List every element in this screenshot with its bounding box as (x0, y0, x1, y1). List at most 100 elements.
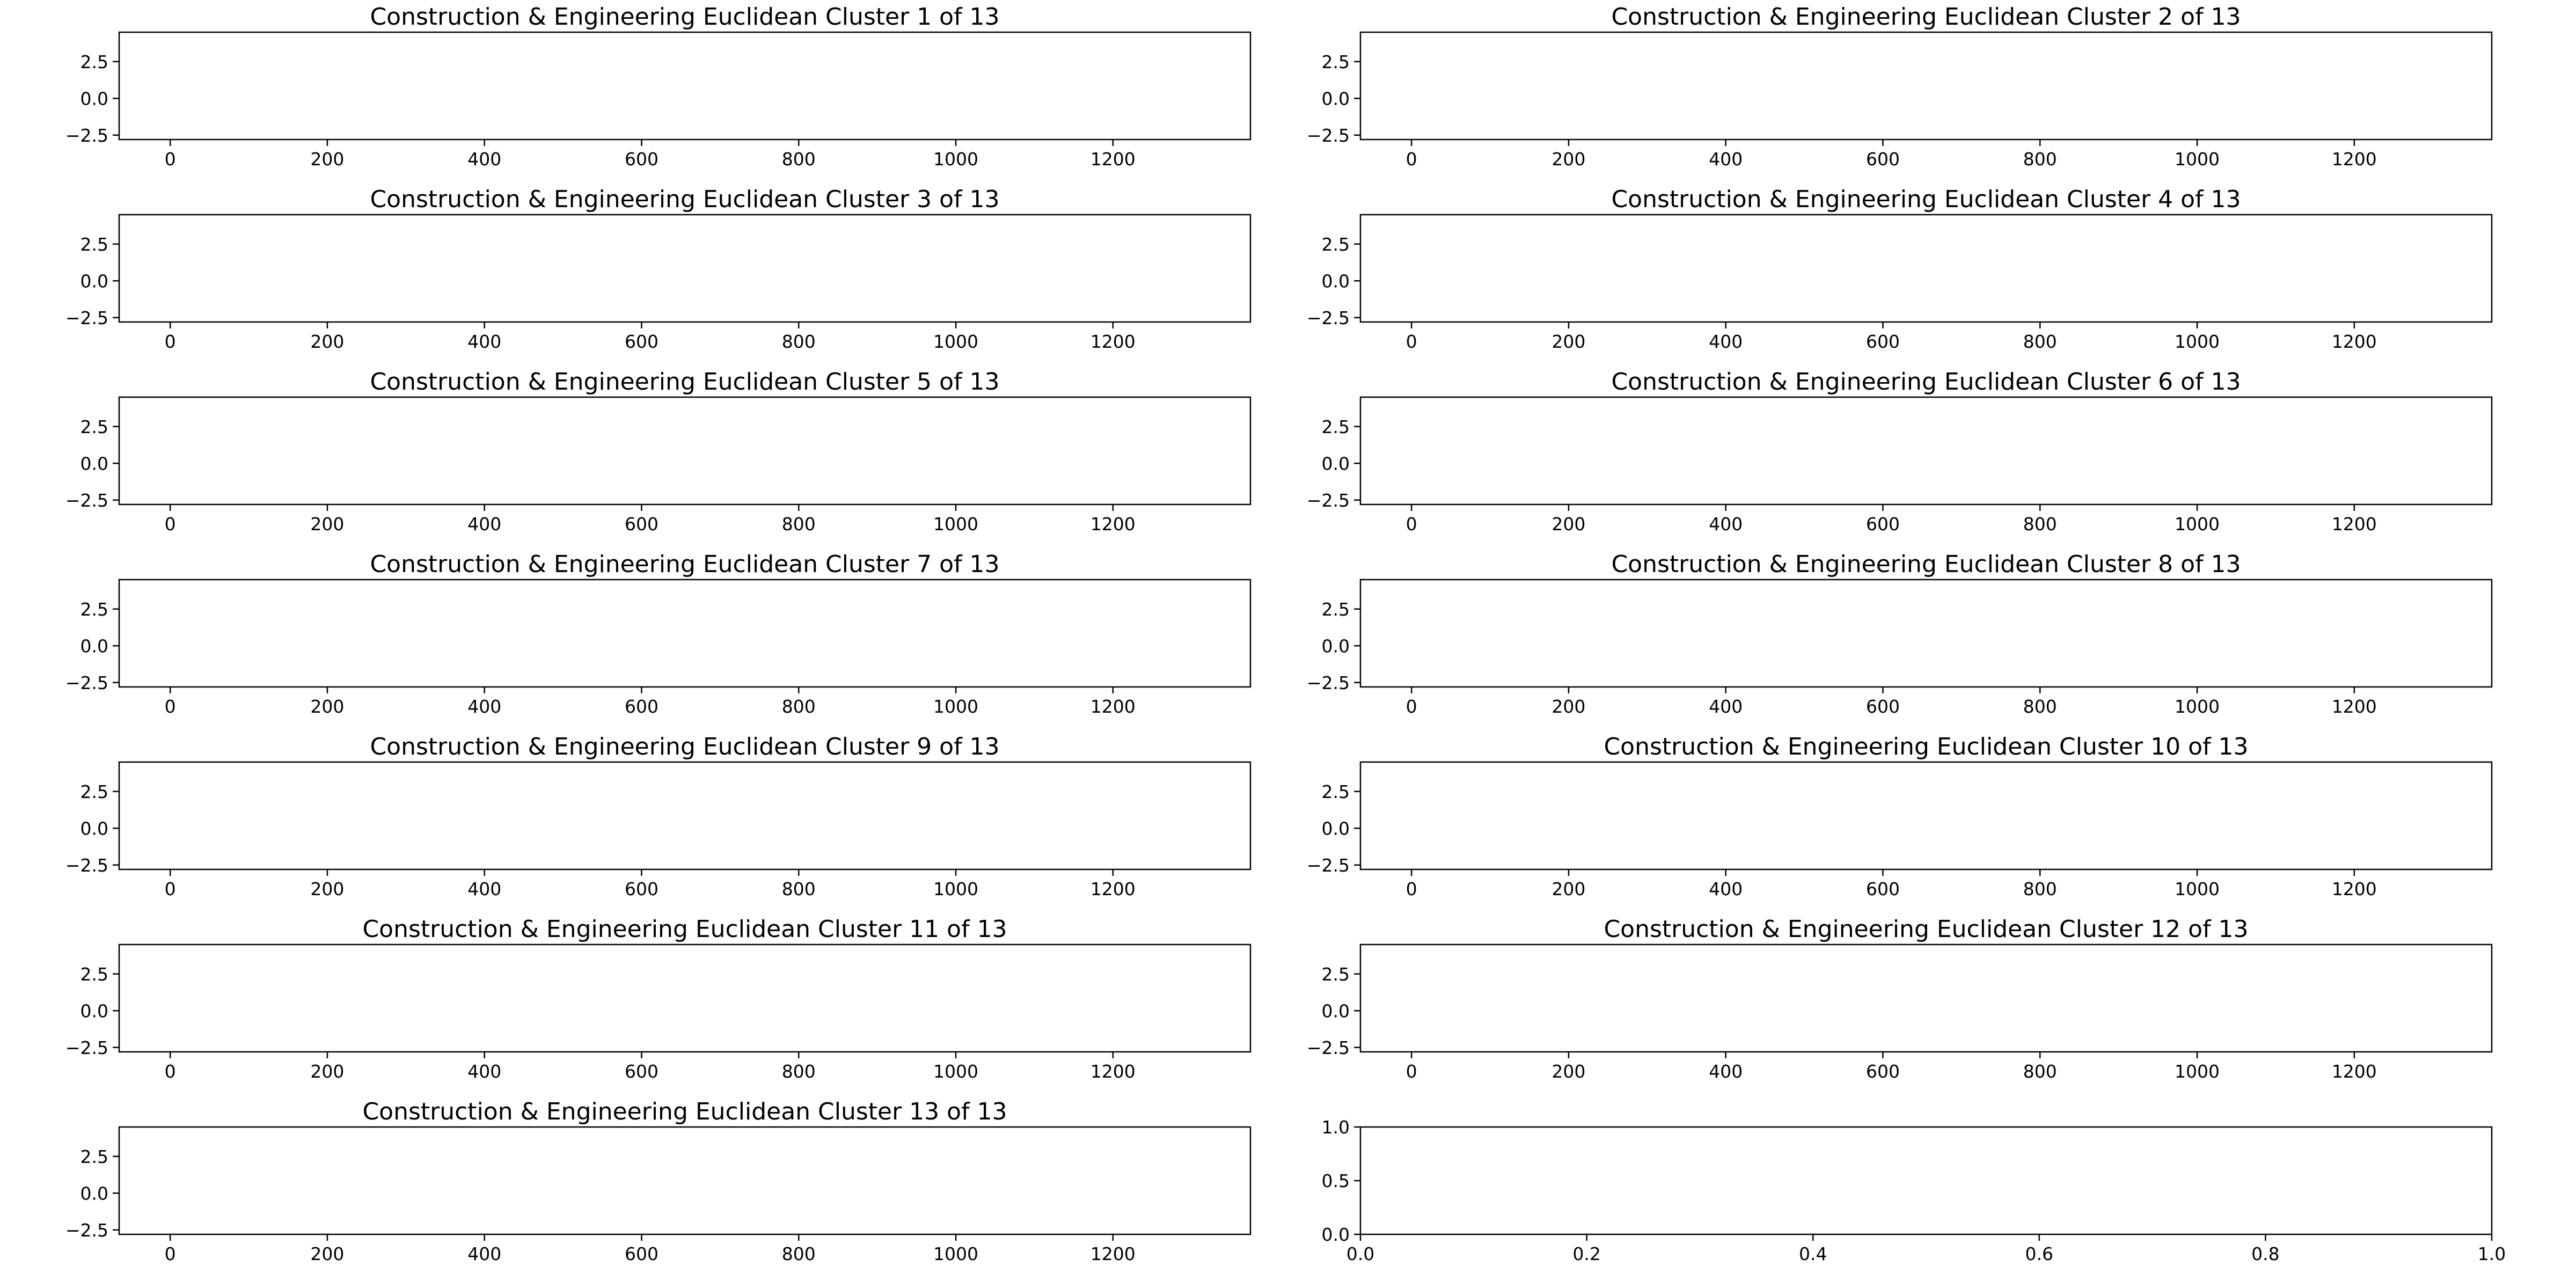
panel-2: 0 200 400 600 800 1000 1200 −2.5 0.0 2.5 Construct… (1307, 3, 2493, 170)
panel-14-x-tick-label-5: 1.0 (2478, 1243, 2506, 1264)
panel-1-x-tick-label-5: 1000 (933, 149, 978, 170)
panel-1-frame (118, 31, 1252, 141)
panel-4-x-tick-label-1: 200 (1552, 331, 1585, 352)
panel-11-y-tick-label-1: 0.0 (80, 1000, 108, 1021)
panel-13-frame (118, 1126, 1252, 1235)
panel-1-title: Construction & Engineering Euclidean Clu… (370, 3, 999, 31)
panel-14-frame (1359, 1126, 2493, 1235)
panel-6-title: Construction & Engineering Euclidean Clu… (1611, 368, 2241, 396)
panel-3-y-tick-label-0: −2.5 (65, 308, 108, 328)
panel-2-x-tick-label-6: 1200 (2332, 149, 2377, 170)
panel-2-x-tick-label-0: 0 (1406, 149, 1417, 170)
panel-5-frame (118, 396, 1252, 506)
panel-12-x-tick-label-3: 600 (1866, 1061, 1900, 1082)
panel-8-x-tick-label-1: 200 (1552, 696, 1585, 717)
panel-4-x-tick-label-3: 600 (1866, 331, 1900, 352)
panel-10-x-tick-label-5: 1000 (2175, 879, 2220, 899)
panel-5-x-tick-label-2: 400 (467, 514, 501, 535)
panel-1: 0 200 400 600 800 1000 1200 −2.5 0.0 2.5 Construct… (65, 3, 1252, 170)
panel-10-y-tick-label-0: −2.5 (1307, 855, 1350, 876)
panel-2-x-tick-label-5: 1000 (2175, 149, 2220, 170)
panel-12-x-tick-label-5: 1000 (2175, 1061, 2220, 1082)
panel-6-x-tick-label-6: 1200 (2332, 514, 2377, 535)
panel-11-y-tick-label-2: 2.5 (80, 964, 108, 985)
panel-3-x-tick-label-3: 600 (625, 331, 658, 352)
panel-8-x-tick-label-0: 0 (1406, 696, 1417, 717)
panel-7-x-tick-label-3: 600 (625, 696, 658, 717)
panel-8-title: Construction & Engineering Euclidean Clu… (1611, 551, 2241, 578)
panel-6-y-tick-label-1: 0.0 (1322, 453, 1350, 474)
panel-12-y-tick-label-2: 2.5 (1322, 964, 1350, 985)
panel-2-y-tick-label-0: −2.5 (1307, 125, 1350, 146)
panel-9-y-tick-label-2: 2.5 (80, 781, 108, 802)
panel-4-y-tick-label-2: 2.5 (1322, 234, 1350, 255)
panel-2-x-tick-label-1: 200 (1552, 149, 1585, 170)
panel-3-x-tick-label-0: 0 (165, 331, 176, 352)
panel-13-x-tick-label-3: 600 (625, 1243, 658, 1264)
panel-4-x-tick-label-6: 1200 (2332, 331, 2377, 352)
panel-11-x-tick-label-5: 1000 (933, 1061, 978, 1082)
panel-1-y-tick-label-2: 2.5 (80, 52, 108, 72)
panel-14: 0.0 0.2 0.4 0.6 0.8 1.0 0.0 0.5 1.0 (1322, 1117, 2506, 1264)
panel-6-x-tick-label-3: 600 (1866, 514, 1900, 535)
panel-1-x-tick-label-0: 0 (165, 149, 176, 170)
panel-12-x-tick-label-6: 1200 (2332, 1061, 2377, 1082)
panel-4: 0 200 400 600 800 1000 1200 −2.5 0.0 2.5 Construct… (1307, 186, 2493, 352)
panel-13-x-tick-label-1: 200 (310, 1243, 344, 1264)
panel-5-title: Construction & Engineering Euclidean Clu… (370, 368, 999, 396)
panel-3-x-tick-label-2: 400 (467, 331, 501, 352)
panel-10-y-tick-label-2: 2.5 (1322, 781, 1350, 802)
panel-14-x-tick-label-4: 0.8 (2251, 1243, 2279, 1264)
panel-8-frame (1359, 579, 2493, 688)
panel-12-x-tick-label-1: 200 (1552, 1061, 1585, 1082)
panel-7-y-tick-label-1: 0.0 (80, 635, 108, 656)
panel-9-x-tick-label-2: 400 (467, 879, 501, 899)
panel-7-y-tick-label-0: −2.5 (65, 672, 108, 693)
panel-3-x-tick-label-1: 200 (310, 331, 344, 352)
panel-8-y-tick-label-1: 0.0 (1322, 635, 1350, 656)
panel-13-x-tick-label-5: 1000 (933, 1243, 978, 1264)
panel-13-x-tick-label-6: 1200 (1091, 1243, 1136, 1264)
panel-3-x-tick-label-5: 1000 (933, 331, 978, 352)
panel-7-frame (118, 579, 1252, 688)
panel-4-x-tick-label-2: 400 (1709, 331, 1743, 352)
panel-7-title: Construction & Engineering Euclidean Clu… (370, 551, 999, 578)
panel-7: 0 200 400 600 800 1000 1200 −2.5 0.0 2.5 Construct… (65, 551, 1252, 717)
panel-3-y-tick-label-2: 2.5 (80, 234, 108, 255)
panel-14-x-tick-label-2: 0.4 (1799, 1243, 1827, 1264)
panel-5-x-tick-label-0: 0 (165, 514, 176, 535)
panel-13-x-tick-label-0: 0 (165, 1243, 176, 1264)
panel-2-y-tick-label-2: 2.5 (1322, 52, 1350, 72)
panel-1-y-tick-label-0: −2.5 (65, 125, 108, 146)
panel-9-x-tick-label-0: 0 (165, 879, 176, 899)
panel-8-x-tick-label-4: 800 (2023, 696, 2057, 717)
panel-12-frame (1359, 943, 2493, 1053)
panel-8-x-tick-label-3: 600 (1866, 696, 1900, 717)
panel-9-title: Construction & Engineering Euclidean Clu… (370, 733, 999, 760)
panel-13-y-tick-label-2: 2.5 (80, 1146, 108, 1167)
panel-3-x-tick-label-4: 800 (782, 331, 816, 352)
panel-9-y-tick-label-1: 0.0 (80, 818, 108, 839)
panel-11-x-tick-label-1: 200 (310, 1061, 344, 1082)
panel-10-frame (1359, 761, 2493, 870)
panel-11-x-tick-label-4: 800 (782, 1061, 816, 1082)
panel-13-y-tick-label-0: −2.5 (65, 1220, 108, 1241)
panel-14-y-tick-label-2: 1.0 (1322, 1117, 1350, 1138)
panel-5-x-tick-label-6: 1200 (1091, 514, 1136, 535)
panel-9-frame (118, 761, 1252, 870)
panel-5-x-tick-label-3: 600 (625, 514, 658, 535)
panel-12-x-tick-label-4: 800 (2023, 1061, 2057, 1082)
panel-13-x-tick-label-4: 800 (782, 1243, 816, 1264)
panel-11-x-tick-label-3: 600 (625, 1061, 658, 1082)
panel-3-title: Construction & Engineering Euclidean Clu… (370, 186, 999, 213)
panel-13-title: Construction & Engineering Euclidean Clu… (362, 1098, 1007, 1125)
panel-4-frame (1359, 214, 2493, 323)
panel-11-x-tick-label-2: 400 (467, 1061, 501, 1082)
panel-10-x-tick-label-2: 400 (1709, 879, 1743, 899)
panel-12-title: Construction & Engineering Euclidean Clu… (1604, 916, 2248, 943)
panel-8-x-tick-label-6: 1200 (2332, 696, 2377, 717)
panel-7-x-tick-label-5: 1000 (933, 696, 978, 717)
panel-5-y-tick-label-0: −2.5 (65, 490, 108, 511)
panel-12: 0 200 400 600 800 1000 1200 −2.5 0.0 2.5 Construct… (1307, 916, 2493, 1082)
panel-8-y-tick-label-2: 2.5 (1322, 599, 1350, 620)
